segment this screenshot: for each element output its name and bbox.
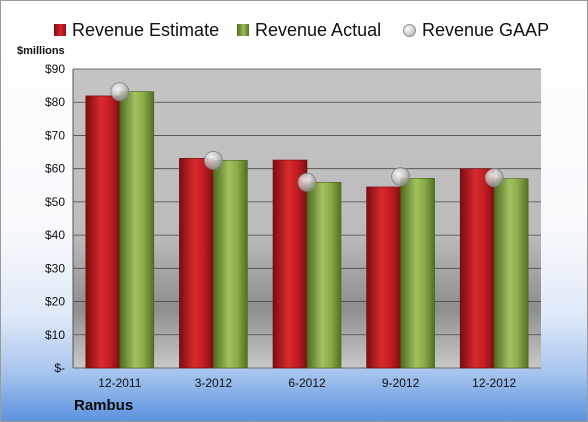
bar-revenue-estimate <box>459 168 495 369</box>
y-tick-label: $10 <box>45 328 65 342</box>
marker-revenue-gaap <box>203 150 223 170</box>
y-tick-label: $40 <box>45 228 65 242</box>
bar-revenue-actual <box>119 91 155 369</box>
bar-revenue-estimate <box>85 95 121 369</box>
marker-revenue-gaap <box>110 82 130 101</box>
y-tick-label: $70 <box>45 128 65 142</box>
bar-revenue-actual <box>400 178 435 369</box>
y-tick-label: $90 <box>45 62 65 76</box>
legend-swatch-green-bar-icon <box>237 24 249 36</box>
bars <box>85 91 529 369</box>
y-tick-label: $50 <box>45 195 65 209</box>
bar-revenue-estimate <box>272 159 308 369</box>
legend-item-revenue-estimate: Revenue Estimate <box>54 17 219 43</box>
legend-swatch-red-bar-icon <box>54 24 66 36</box>
x-tick-label: 9-2012 <box>382 376 420 390</box>
legend-item-revenue-actual: Revenue Actual <box>237 17 381 43</box>
legend-label-estimate: Revenue Estimate <box>72 19 220 40</box>
y-axis-unit-label: $millions <box>17 45 65 57</box>
bar-revenue-estimate <box>179 158 214 369</box>
x-tick-label: 12-2012 <box>472 376 516 390</box>
x-tick-label: 12-2011 <box>98 376 141 390</box>
gaap-markers <box>110 82 504 192</box>
legend-label-gaap: Revenue GAAP <box>422 19 550 40</box>
bar-revenue-actual <box>306 181 342 369</box>
x-tick-label: 3-2012 <box>195 376 233 390</box>
bar-revenue-actual <box>213 160 248 369</box>
y-tick-label: $30 <box>45 261 65 275</box>
y-tick-label: $80 <box>45 95 65 109</box>
marker-revenue-gaap <box>484 168 504 188</box>
legend-item-revenue-gaap: Revenue GAAP <box>403 17 549 43</box>
axes: $- $10 $20 $30 $40 $50 $60 $70 $80 $90 12-2011 3-20… <box>45 62 517 390</box>
legend-label-actual: Revenue Actual <box>255 19 382 40</box>
company-name: Rambus <box>74 397 134 414</box>
y-tick-label: $60 <box>45 162 65 176</box>
chart-legend: Revenue Estimate Revenue Actual Revenue … <box>1 17 587 43</box>
y-tick-label: $- <box>54 361 65 375</box>
y-tick-label: $20 <box>45 295 65 309</box>
marker-revenue-gaap <box>391 167 411 187</box>
legend-swatch-sphere-icon <box>403 23 416 37</box>
marker-revenue-gaap <box>297 172 317 192</box>
x-tick-label: 6-2012 <box>288 376 326 390</box>
bar-revenue-estimate <box>366 186 401 369</box>
bar-revenue-actual <box>493 178 529 369</box>
